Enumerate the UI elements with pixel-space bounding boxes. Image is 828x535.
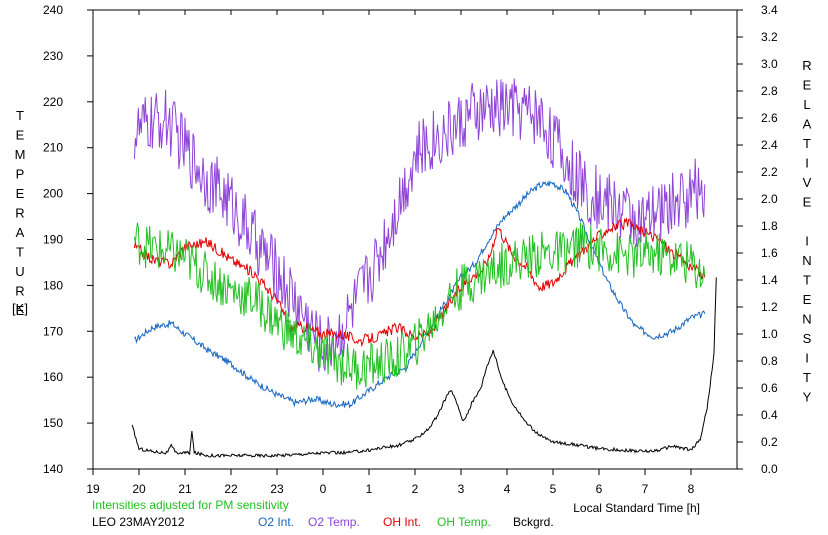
x-tick-label: 0 [320,482,327,496]
y-left-tick-label: 190 [43,233,63,247]
x-tick-label: 8 [688,482,695,496]
y-left-label-letter: R [15,284,24,299]
x-tick-label: 19 [86,482,100,496]
x-tick-label: 21 [178,482,192,496]
y-right-tick-label: 1.0 [761,327,778,341]
y-right-tick-label: 2.4 [761,138,778,152]
x-tick-label: 1 [366,482,373,496]
y-right-label-letter: I [805,156,809,171]
y-right-label-letter: A [803,117,812,132]
x-tick-label: 20 [132,482,146,496]
series-line-oh-int [133,217,706,348]
y-left-label-letter: T [16,108,24,123]
y-right-tick-label: 0.0 [761,462,778,476]
y-left-tick-label: 210 [43,141,63,155]
y-right-tick-label: 1.2 [761,300,778,314]
y-left-tick-label: 170 [43,324,63,338]
y-left-label-letter: P [16,167,25,182]
x-tick-label: 6 [596,482,603,496]
x-axis-label: Local Standard Time [h] [573,501,700,515]
series-layer [131,78,717,458]
y-right-tick-label: 0.8 [761,354,778,368]
y-left-tick-label: 140 [43,462,63,476]
y-left-tick-label: 200 [43,187,63,201]
y-left-label-letter: T [16,245,24,260]
x-tick-label: 7 [642,482,649,496]
y-left-label-letter: E [16,303,25,318]
series-line-o2-int [134,180,706,409]
series-line-oh-temp [133,222,706,390]
y-right-label-letter: T [803,136,811,151]
y-right-label-letter: E [803,292,812,307]
y-right-label-letter: E [803,195,812,210]
y-left-tick-label: 180 [43,278,63,292]
x-tick-label: 22 [224,482,238,496]
y-right-tick-label: 0.6 [761,381,778,395]
y-right-tick-label: 3.2 [761,30,778,44]
y-right-label-letter: N [802,253,811,268]
legend-item: O2 Temp. [308,515,360,529]
labels-layer: 19 20 21 22 23 0 1 2 3 4 5 6 7 8140150160170180190200… [12,3,812,529]
y-left-label-letter: E [16,186,25,201]
legend-item: O2 Int. [258,515,294,529]
y-right-label-letter: R [802,58,811,73]
x-tick-label: 2 [412,482,419,496]
legend-item: OH Int. [383,515,421,529]
y-left-label-letter: M [15,147,26,162]
legend-item: Bckgrd. [513,515,554,529]
y-right-label-letter: T [803,273,811,288]
site-date-label: LEO 23MAY2012 [92,515,185,529]
y-right-label-letter: Y [803,390,812,405]
y-left-tick-label: 150 [43,416,63,430]
y-right-tick-label: 0.2 [761,435,778,449]
y-right-tick-label: 3.0 [761,57,778,71]
y-right-tick-label: 3.4 [761,3,778,17]
y-right-tick-label: 1.4 [761,273,778,287]
y-right-tick-label: 1.8 [761,219,778,233]
y-left-tick-label: 220 [43,95,63,109]
y-right-tick-label: 0.4 [761,408,778,422]
sensitivity-note: Intensities adjusted for PM sensitivity [92,498,289,512]
y-right-label-letter: S [803,331,812,346]
axes-layer [87,9,743,475]
y-right-label-letter: N [802,312,811,327]
y-left-tick-label: 240 [43,3,63,17]
y-right-label-letter: I [805,234,809,249]
y-left-unit: [K] [12,301,28,316]
y-right-label-letter: T [803,370,811,385]
x-tick-label: 3 [458,482,465,496]
y-right-label-letter: E [803,78,812,93]
y-right-label-letter: I [805,351,809,366]
y-right-label-letter: V [803,175,812,190]
y-right-tick-label: 2.2 [761,165,778,179]
x-tick-label: 4 [504,482,511,496]
y-left-label-letter: A [16,225,25,240]
x-tick-label: 5 [550,482,557,496]
y-right-tick-label: 2.8 [761,84,778,98]
y-left-tick-label: 160 [43,370,63,384]
y-right-tick-label: 2.6 [761,111,778,125]
series-line-o2-temp [133,78,706,372]
y-left-tick-label: 230 [43,49,63,63]
y-right-label-letter: L [803,97,810,112]
y-left-label-letter: R [15,206,24,221]
legend-item: OH Temp. [437,515,491,529]
y-right-tick-label: 2.0 [761,192,778,206]
series-line-bckgrd [131,277,717,458]
y-left-label-letter: E [16,128,25,143]
y-right-tick-label: 1.6 [761,246,778,260]
y-left-label-letter: U [15,264,24,279]
x-tick-label: 23 [270,482,284,496]
